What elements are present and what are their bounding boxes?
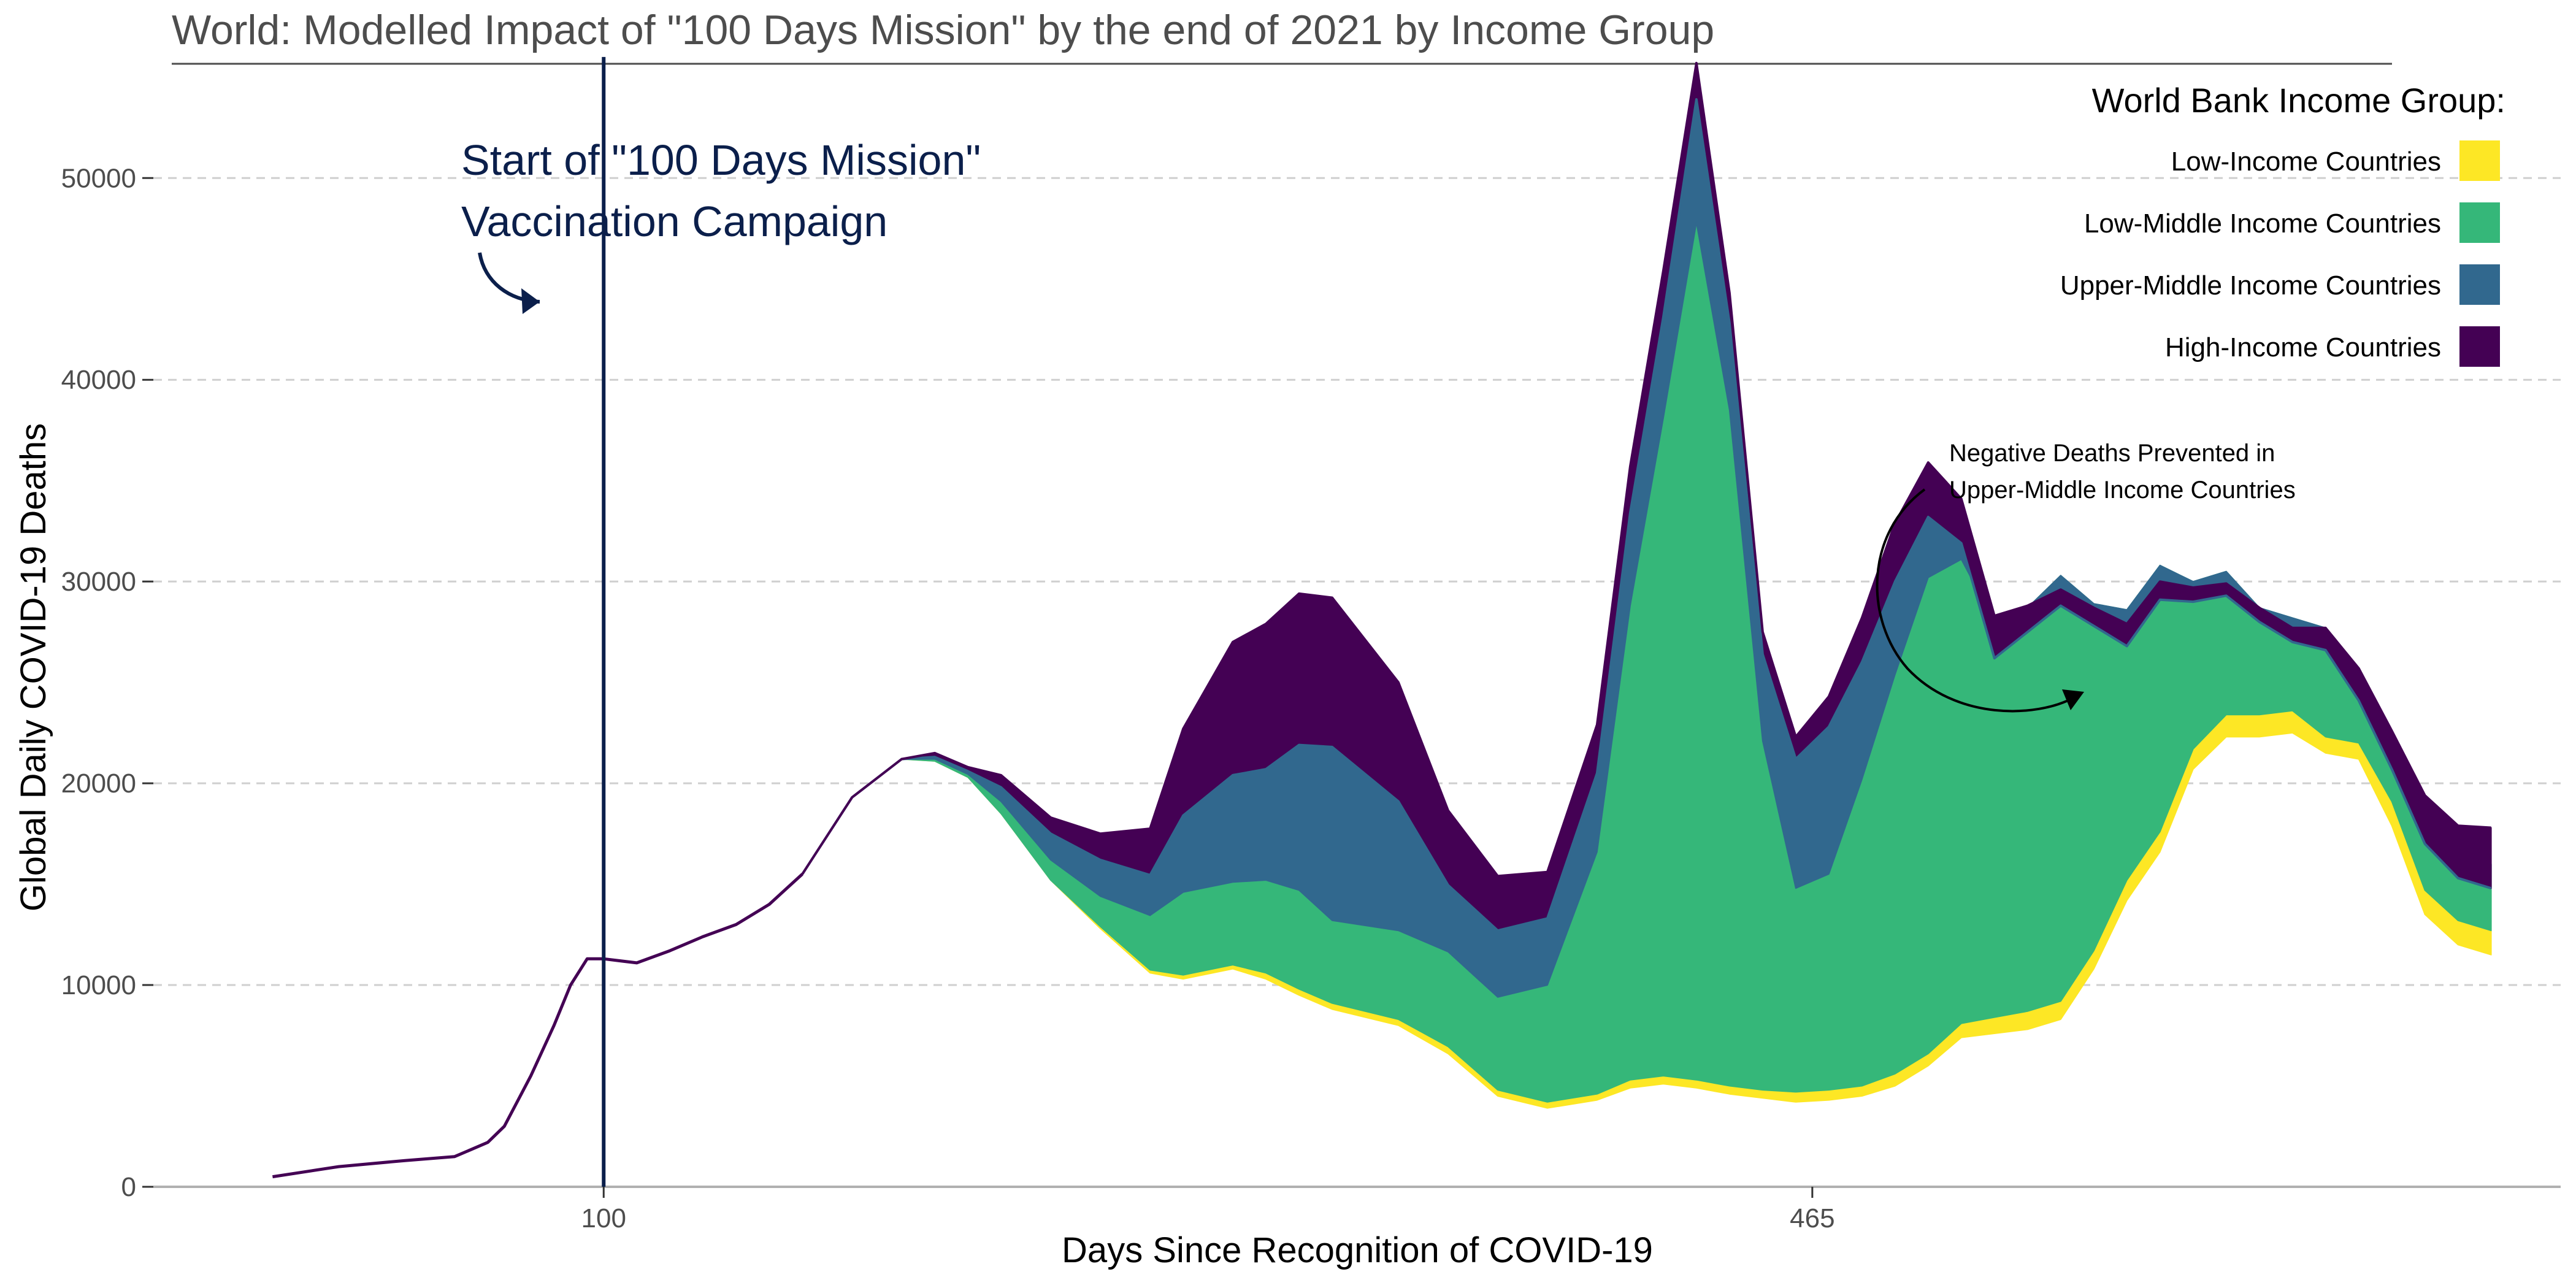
- negative-note: Negative Deaths Prevented in: [1949, 440, 2275, 467]
- pre-campaign-line: [272, 873, 803, 1179]
- axes: 0 10000 20000 30000 40000 50000 100 465: [61, 163, 2561, 1233]
- x-tick-label: 465: [1790, 1203, 1834, 1233]
- y-tick-label: 40000: [61, 365, 136, 395]
- legend-title: World Bank Income Group:: [2092, 81, 2505, 120]
- legend-label: Upper-Middle Income Countries: [2060, 270, 2441, 301]
- negative-note: Upper-Middle Income Countries: [1949, 477, 2296, 504]
- x-tick-label: 100: [581, 1203, 626, 1233]
- chart-title: World: Modelled Impact of "100 Days Miss…: [172, 7, 1714, 53]
- campaign-arrow: [478, 252, 540, 304]
- y-tick-label: 0: [121, 1172, 136, 1202]
- legend-swatch: [2459, 264, 2500, 305]
- y-axis-label: Global Daily COVID-19 Deaths: [13, 423, 53, 911]
- negative-note-arrow-head: [2062, 689, 2084, 710]
- y-tick-label: 30000: [61, 567, 136, 597]
- annotations: Start of "100 Days Mission" Vaccination C…: [461, 56, 2296, 1187]
- y-tick-label: 10000: [61, 970, 136, 1000]
- campaign-label: Start of "100 Days Mission": [461, 136, 981, 184]
- legend: World Bank Income Group: Low-Income Count…: [2060, 81, 2505, 367]
- legend-swatch: [2459, 326, 2500, 367]
- y-tick-label: 20000: [61, 769, 136, 799]
- campaign-label: Vaccination Campaign: [461, 197, 887, 245]
- legend-label: Low-Middle Income Countries: [2084, 209, 2441, 239]
- x-axis-label: Days Since Recognition of COVID-19: [1062, 1230, 1653, 1270]
- legend-label: High-Income Countries: [2165, 332, 2441, 362]
- legend-label: Low-Income Countries: [2171, 147, 2441, 177]
- legend-item: High-Income Countries: [2165, 326, 2500, 367]
- series-top-line: [801, 61, 2491, 878]
- legend-swatch: [2459, 202, 2500, 243]
- series-lines: [272, 61, 2492, 1179]
- negative-note-arrow: [1876, 488, 2074, 713]
- legend-item: Low-Income Countries: [2171, 140, 2500, 181]
- series-top-line: [801, 98, 2492, 932]
- y-tick-label: 50000: [61, 163, 136, 193]
- legend-swatch: [2459, 140, 2500, 181]
- legend-item: Low-Middle Income Countries: [2084, 202, 2500, 243]
- legend-item: Upper-Middle Income Countries: [2060, 264, 2500, 305]
- campaign-arrow-head: [521, 288, 540, 314]
